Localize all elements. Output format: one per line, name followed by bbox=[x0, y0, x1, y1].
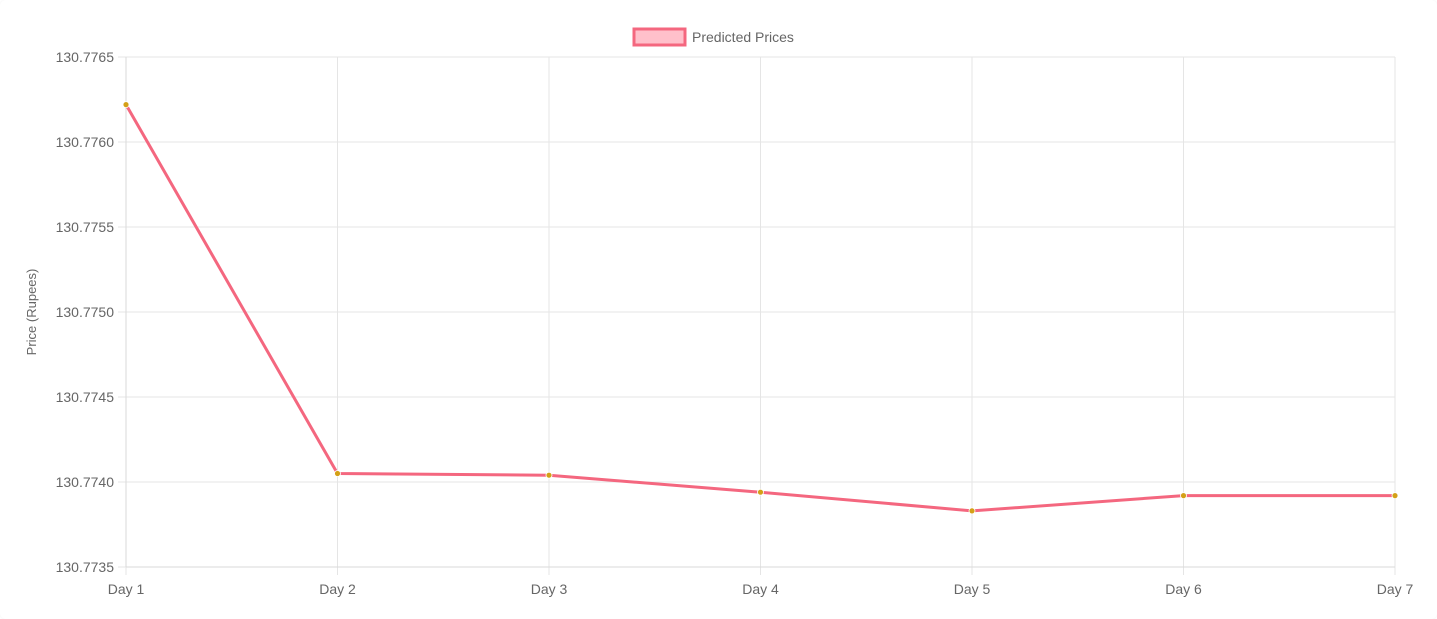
data-point[interactable] bbox=[757, 488, 764, 496]
series bbox=[122, 101, 1399, 515]
y-tick-label: 130.7750 bbox=[56, 304, 115, 320]
x-tick-label: Day 4 bbox=[742, 581, 779, 597]
x-tick-label: Day 6 bbox=[1165, 581, 1202, 597]
x-tick-label: Day 5 bbox=[954, 581, 991, 597]
x-tick-label: Day 1 bbox=[108, 581, 145, 597]
legend-label: Predicted Prices bbox=[692, 29, 794, 45]
y-tick-label: 130.7760 bbox=[56, 134, 115, 150]
x-tick-label: Day 3 bbox=[531, 581, 568, 597]
y-tick-label: 130.7745 bbox=[56, 389, 115, 405]
data-point[interactable] bbox=[334, 470, 341, 477]
x-tick-label: Day 2 bbox=[319, 581, 356, 597]
y-tick-label: 130.7755 bbox=[56, 219, 115, 235]
y-axis-title: Price (Rupees) bbox=[24, 269, 39, 356]
data-point[interactable] bbox=[1180, 492, 1187, 500]
data-point[interactable] bbox=[122, 101, 130, 108]
y-tick-label: 130.7735 bbox=[56, 559, 115, 575]
grid bbox=[118, 56, 1396, 575]
legend-swatch bbox=[632, 27, 687, 47]
y-tick-label: 130.7740 bbox=[56, 474, 115, 490]
x-tick-label: Day 7 bbox=[1377, 581, 1414, 597]
axes: 130.7735 130.7740 130.7745 130.7750 130.7755… bbox=[56, 49, 1414, 597]
data-point[interactable] bbox=[968, 507, 976, 515]
data-point[interactable] bbox=[1391, 492, 1399, 500]
y-tick-label: 130.7765 bbox=[56, 49, 115, 65]
data-point[interactable] bbox=[545, 471, 553, 479]
legend[interactable]: Predicted Prices bbox=[632, 27, 794, 47]
